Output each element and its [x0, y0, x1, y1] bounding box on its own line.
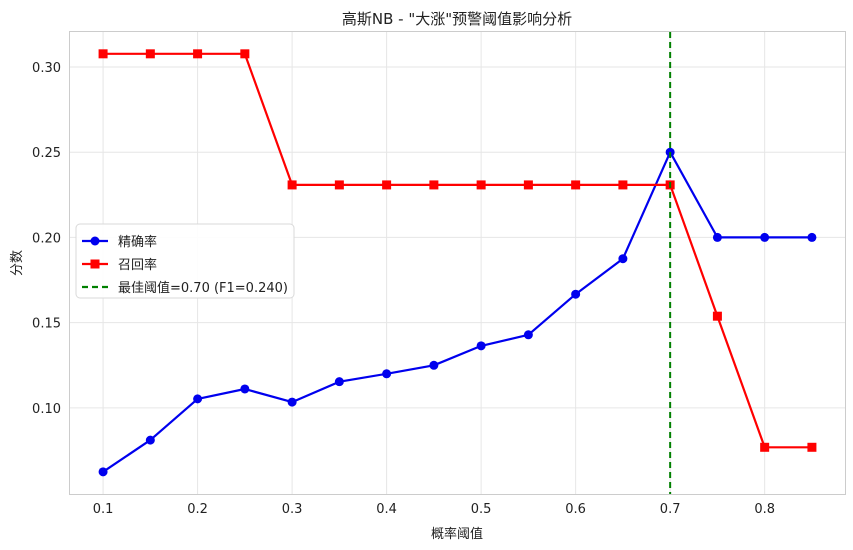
data-point: [429, 180, 439, 190]
legend-item: 最佳阈值=0.70 (F1=0.240): [82, 280, 288, 296]
legend-item: 精确率: [82, 234, 157, 250]
data-point: [382, 369, 392, 379]
data-point: [287, 180, 297, 190]
x-tick-label: 0.7: [660, 502, 681, 517]
y-tick-label: 0.10: [32, 402, 61, 417]
data-point: [760, 232, 770, 242]
data-point: [523, 330, 533, 340]
data-point: [618, 254, 628, 264]
data-point: [334, 377, 344, 387]
data-point: [807, 232, 817, 242]
x-axis-label: 概率阈值: [431, 526, 483, 542]
x-tick-label: 0.5: [471, 502, 492, 517]
data-point: [523, 180, 533, 190]
legend-marker: [90, 236, 100, 246]
data-point: [145, 435, 155, 445]
y-tick-label: 0.25: [32, 146, 61, 161]
data-point: [98, 49, 108, 59]
series-line: [102, 151, 812, 473]
y-axis: 0.10 0.15 0.20 0.25 0.30: [32, 61, 61, 417]
data-point: [760, 442, 770, 452]
data-point: [193, 49, 203, 59]
data-point: [287, 397, 297, 407]
y-axis-label: 分数: [10, 250, 25, 276]
data-point: [618, 180, 628, 190]
series-0: [98, 147, 817, 477]
x-tick-label: 0.2: [187, 502, 208, 517]
data-point: [382, 180, 392, 190]
y-tick-label: 0.15: [32, 317, 61, 332]
data-point: [476, 180, 486, 190]
data-point: [571, 180, 581, 190]
data-point: [145, 49, 155, 59]
data-point: [334, 180, 344, 190]
data-point: [193, 394, 203, 404]
data-point: [712, 232, 722, 242]
legend-label: 精确率: [118, 234, 157, 250]
legend-label: 最佳阈值=0.70 (F1=0.240): [118, 280, 288, 296]
chart-title: 高斯NB - "大涨"预警阈值影响分析: [342, 10, 572, 28]
y-tick-label: 0.30: [32, 61, 61, 76]
y-tick-label: 0.20: [32, 231, 61, 246]
series-1: [98, 49, 817, 452]
data-point: [807, 442, 817, 452]
data-point: [429, 360, 439, 370]
legend-label: 召回率: [118, 257, 157, 273]
data-point: [476, 341, 486, 351]
legend-box: [75, 223, 295, 299]
x-tick-label: 0.6: [565, 502, 586, 517]
data-point: [240, 384, 250, 394]
data-point: [712, 311, 722, 321]
series-layer: [98, 32, 817, 494]
data-point: [98, 467, 108, 477]
x-tick-label: 0.1: [93, 502, 114, 517]
data-point: [240, 49, 250, 59]
series-line: [103, 52, 812, 449]
legend-marker: [90, 259, 100, 269]
plot-area: [69, 31, 846, 495]
legend-item: 召回率: [82, 257, 157, 273]
x-axis: 0.1 0.2 0.3 0.4 0.5 0.6 0.7 0.8: [93, 502, 775, 517]
x-tick-label: 0.3: [282, 502, 303, 517]
x-tick-label: 0.4: [376, 502, 397, 517]
x-tick-label: 0.8: [754, 502, 775, 517]
data-point: [571, 289, 581, 299]
